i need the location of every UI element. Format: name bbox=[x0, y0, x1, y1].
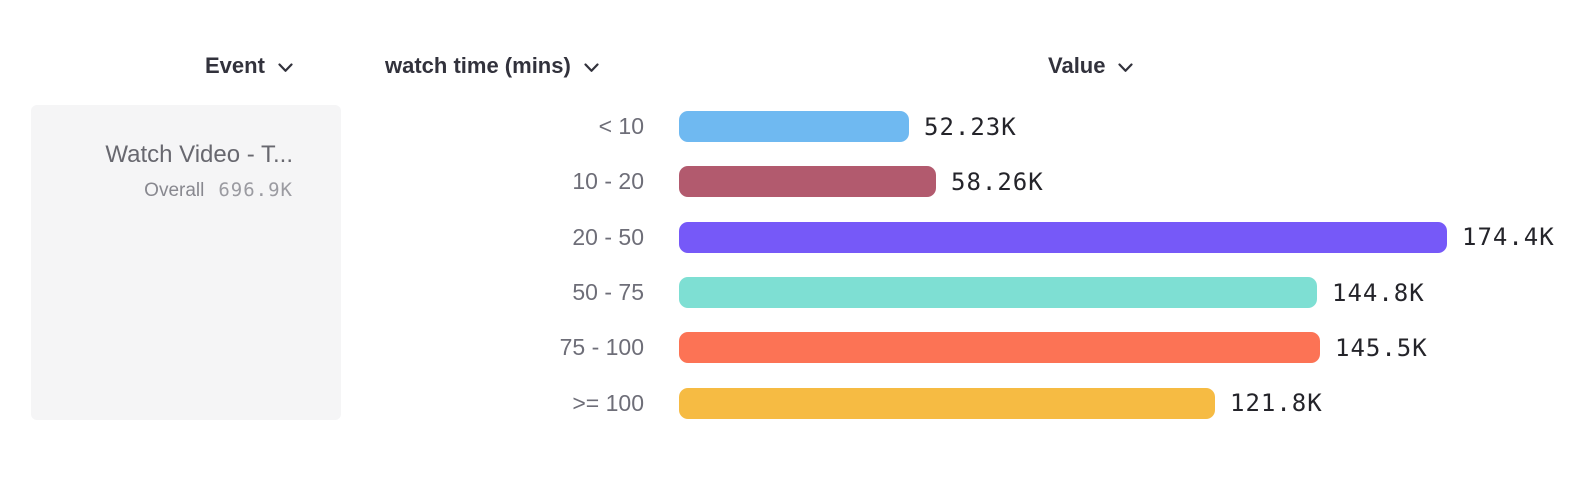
bar[interactable] bbox=[679, 332, 1320, 364]
chart-row: >= 100 121.8K bbox=[0, 375, 1584, 430]
bar-chart: < 10 52.23K 10 - 20 58.26K 20 - 50 174.4… bbox=[0, 99, 1584, 431]
event-column-header[interactable]: Event bbox=[205, 53, 293, 79]
bar[interactable] bbox=[679, 166, 936, 198]
bar-value-label: 58.26K bbox=[951, 167, 1044, 196]
bar-category-label: 10 - 20 bbox=[572, 168, 644, 195]
bar-category-label: 50 - 75 bbox=[572, 279, 644, 306]
value-column-header[interactable]: Value bbox=[1048, 53, 1134, 79]
chart-row: 10 - 20 58.26K bbox=[0, 154, 1584, 209]
overall-value: 696.9K bbox=[218, 179, 293, 201]
bar-value-label: 144.8K bbox=[1332, 278, 1425, 307]
bar-value-label: 52.23K bbox=[924, 112, 1017, 141]
group-by-column-label: watch time (mins) bbox=[385, 53, 571, 78]
chart-row: 75 - 100 145.5K bbox=[0, 320, 1584, 375]
group-by-column-header[interactable]: watch time (mins) bbox=[385, 53, 599, 79]
bar[interactable] bbox=[679, 111, 909, 143]
bar[interactable] bbox=[679, 387, 1215, 419]
bar-value-label: 121.8K bbox=[1230, 389, 1323, 418]
bar[interactable] bbox=[679, 221, 1447, 253]
event-column-label: Event bbox=[205, 53, 265, 78]
chart-row: 20 - 50 174.4K bbox=[0, 210, 1584, 265]
bar-category-label: < 10 bbox=[598, 113, 644, 140]
chevron-down-icon bbox=[278, 60, 293, 73]
event-title: Watch Video - T... bbox=[105, 141, 293, 168]
event-card[interactable]: Watch Video - T... Overall 696.9K bbox=[31, 105, 341, 420]
bar-value-label: 174.4K bbox=[1462, 223, 1555, 252]
bar-category-label: 75 - 100 bbox=[559, 334, 644, 361]
bar[interactable] bbox=[679, 277, 1317, 309]
chart-row: < 10 52.23K bbox=[0, 99, 1584, 154]
value-column-label: Value bbox=[1048, 53, 1106, 78]
bar-category-label: >= 100 bbox=[572, 389, 644, 416]
bar-category-label: 20 - 50 bbox=[572, 223, 644, 250]
chart-row: 50 - 75 144.8K bbox=[0, 265, 1584, 320]
overall-label: Overall bbox=[144, 180, 205, 201]
chevron-down-icon bbox=[584, 60, 599, 73]
chevron-down-icon bbox=[1118, 60, 1134, 73]
bar-value-label: 145.5K bbox=[1335, 333, 1428, 362]
event-overall-row: Overall 696.9K bbox=[51, 179, 293, 202]
